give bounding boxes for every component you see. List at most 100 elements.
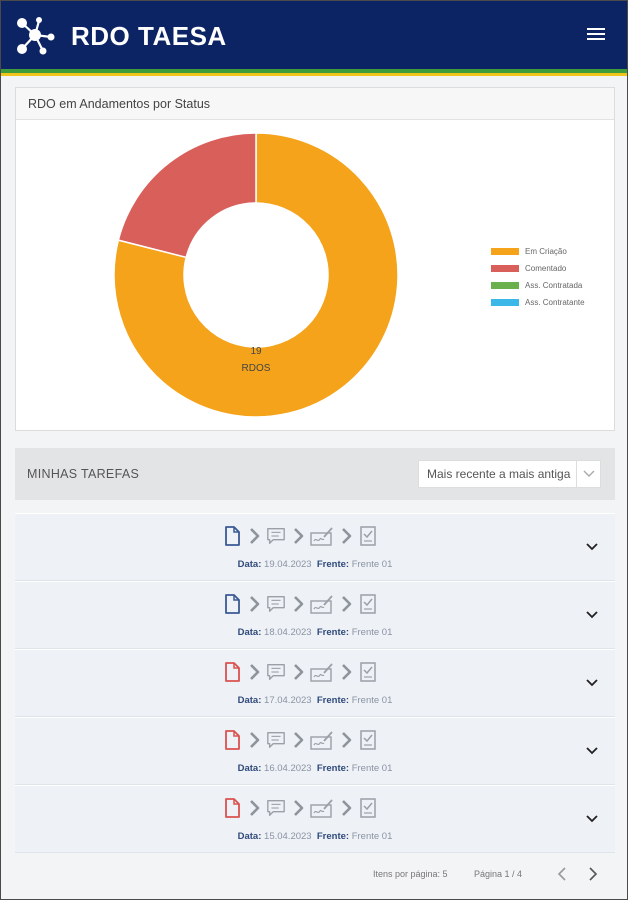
legend-swatch: [491, 265, 519, 272]
header-stripe-green: [1, 69, 627, 73]
chevron-right-icon: [250, 528, 260, 544]
legend-swatch: [491, 299, 519, 306]
page-info: Página 1 / 4: [474, 869, 523, 879]
comment-icon: [267, 732, 285, 748]
chevron-down-icon[interactable]: [576, 461, 600, 487]
task-date: 16.04.2023: [264, 763, 312, 774]
checklist-icon: [360, 662, 376, 682]
task-date: 15.04.2023: [264, 831, 312, 842]
legend-item[interactable]: Ass. Contratada: [491, 277, 585, 294]
task-front: Frente 01: [351, 763, 393, 774]
task-item[interactable]: Data: 15.04.2023 Frente: Frente 01: [15, 785, 615, 853]
front-label: Frente:: [316, 627, 350, 638]
document-icon: [225, 662, 240, 682]
chevron-right-icon: [294, 528, 304, 544]
task-date: 18.04.2023: [264, 627, 312, 638]
date-label: Data:: [237, 831, 262, 842]
chevron-right-icon: [342, 528, 352, 544]
tasks-title: MINHAS TAREFAS: [27, 467, 140, 481]
task-meta: Data: 17.04.2023 Frente: Frente 01: [15, 695, 615, 706]
document-icon: [225, 730, 240, 750]
header-stripe-yellow: [1, 73, 627, 76]
task-steps: [219, 660, 381, 684]
comment-icon: [267, 800, 285, 816]
chevron-right-icon: [294, 800, 304, 816]
legend-item[interactable]: Ass. Contratante: [491, 294, 585, 311]
chevron-right-icon: [250, 664, 260, 680]
front-label: Frente:: [316, 831, 350, 842]
chart-center-value: 19: [250, 346, 262, 357]
comment-icon: [267, 664, 285, 680]
task-item[interactable]: Data: 19.04.2023 Frente: Frente 01: [15, 513, 615, 581]
chevron-right-icon: [294, 664, 304, 680]
legend-item[interactable]: Comentado: [491, 260, 585, 277]
task-steps: [219, 728, 381, 752]
sort-select[interactable]: Mais recente a mais antiga: [418, 460, 601, 488]
task-steps: [219, 524, 381, 548]
legend-swatch: [491, 282, 519, 289]
chevron-right-icon: [342, 596, 352, 612]
signature-icon: [310, 731, 333, 750]
pagination: Itens por página: 5 Página 1 / 4: [15, 863, 615, 885]
front-label: Frente:: [316, 763, 350, 774]
donut-slice-0[interactable]: [113, 132, 399, 418]
front-label: Frente:: [316, 695, 350, 706]
task-date: 19.04.2023: [264, 559, 312, 570]
chevron-right-icon: [342, 732, 352, 748]
task-item[interactable]: Data: 16.04.2023 Frente: Frente 01: [15, 717, 615, 785]
app-title: RDO TAESA: [71, 21, 227, 51]
signature-icon: [310, 595, 333, 614]
chevron-down-icon[interactable]: [585, 610, 599, 620]
chevron-down-icon[interactable]: [585, 542, 599, 552]
task-front: Frente 01: [351, 627, 393, 638]
signature-icon: [310, 663, 333, 682]
signature-icon: [310, 527, 333, 546]
task-front: Frente 01: [351, 831, 393, 842]
chevron-right-icon: [342, 664, 352, 680]
front-label: Frente:: [316, 559, 350, 570]
comment-icon: [267, 528, 285, 544]
document-icon: [225, 526, 240, 546]
items-per-page: Itens por página: 5: [373, 869, 448, 879]
date-label: Data:: [237, 763, 262, 774]
chevron-right-icon: [294, 732, 304, 748]
task-item[interactable]: Data: 18.04.2023 Frente: Frente 01: [15, 581, 615, 649]
task-steps: [219, 796, 381, 820]
chevron-right-icon: [294, 596, 304, 612]
document-icon: [225, 798, 240, 818]
legend-label: Ass. Contratante: [525, 298, 585, 307]
task-item[interactable]: Data: 17.04.2023 Frente: Frente 01: [15, 649, 615, 717]
chevron-down-icon[interactable]: [585, 814, 599, 824]
legend-label: Em Criação: [525, 247, 567, 256]
task-front: Frente 01: [351, 559, 393, 570]
task-list: Data: 19.04.2023 Frente: Frente 01 Data: …: [15, 513, 615, 853]
chevron-down-icon[interactable]: [585, 678, 599, 688]
chevron-left-icon[interactable]: [556, 866, 568, 882]
donut-slice-1[interactable]: [117, 132, 257, 259]
chevron-right-icon: [250, 732, 260, 748]
task-meta: Data: 18.04.2023 Frente: Frente 01: [15, 627, 615, 638]
chevron-down-icon[interactable]: [585, 746, 599, 756]
chevron-right-icon: [250, 596, 260, 612]
app-header: RDO TAESA: [1, 1, 627, 69]
chart-center-label: RDOS: [242, 363, 271, 374]
hamburger-menu-icon[interactable]: [585, 25, 607, 45]
status-chart-card: RDO em Andamentos por Status 19 RDOS Em …: [15, 87, 615, 431]
document-icon: [225, 594, 240, 614]
legend-swatch: [491, 248, 519, 255]
legend-label: Ass. Contratada: [525, 281, 583, 290]
chevron-right-icon: [342, 800, 352, 816]
chevron-right-icon[interactable]: [587, 866, 599, 882]
checklist-icon: [360, 594, 376, 614]
chart-title: RDO em Andamentos por Status: [16, 88, 614, 120]
legend-label: Comentado: [525, 264, 567, 273]
task-meta: Data: 16.04.2023 Frente: Frente 01: [15, 763, 615, 774]
chevron-right-icon: [250, 800, 260, 816]
tasks-header: MINHAS TAREFAS Mais recente a mais antig…: [15, 448, 615, 500]
network-nodes-icon: [17, 17, 55, 55]
task-meta: Data: 19.04.2023 Frente: Frente 01: [15, 559, 615, 570]
checklist-icon: [360, 730, 376, 750]
signature-icon: [310, 799, 333, 818]
legend-item[interactable]: Em Criação: [491, 243, 585, 260]
